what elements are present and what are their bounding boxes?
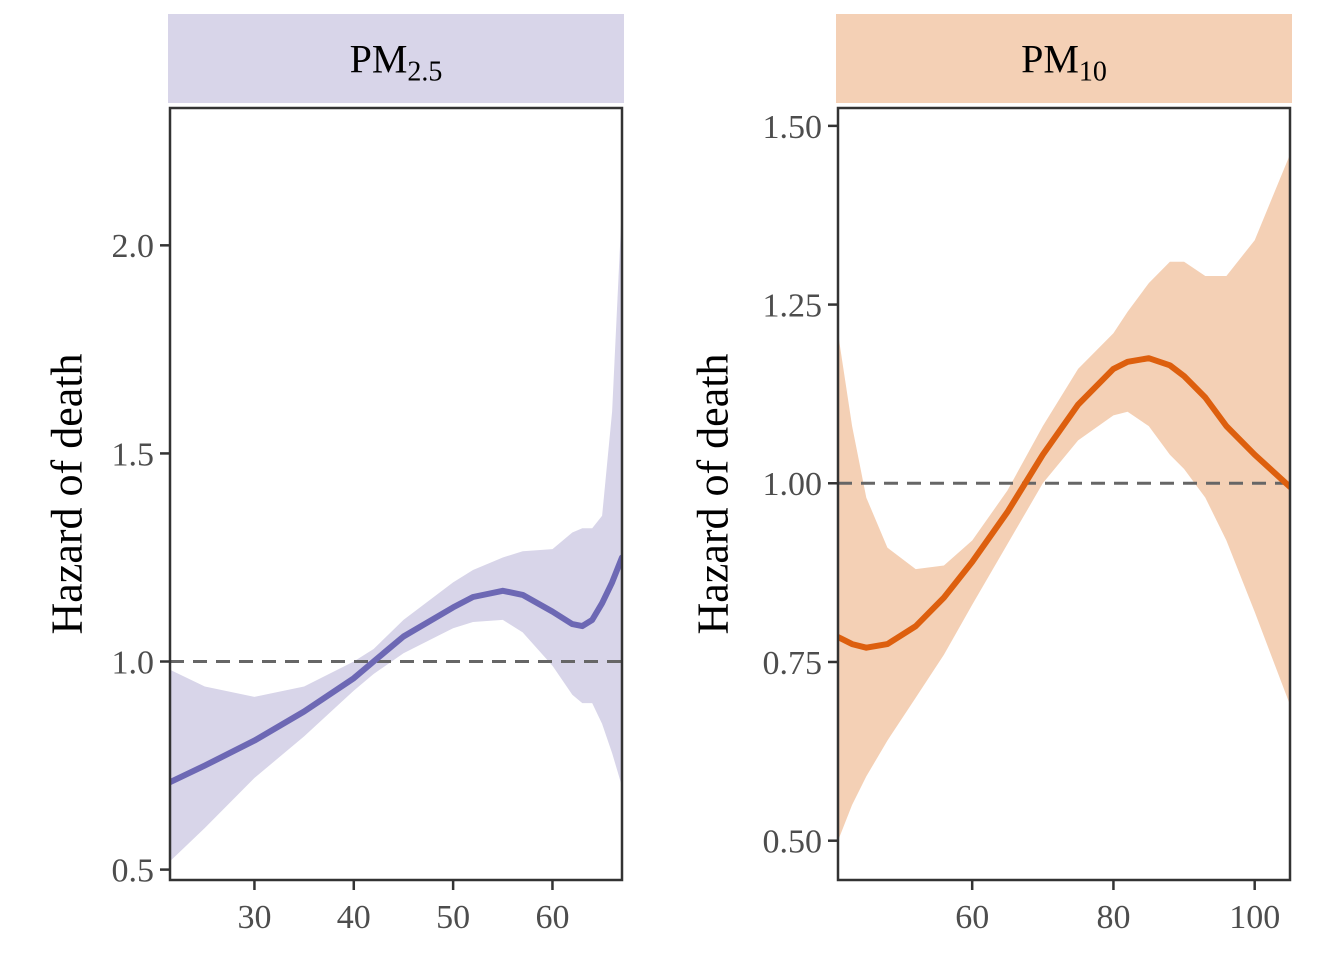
- panel-border: [168, 106, 624, 882]
- plot-area: [838, 154, 1290, 841]
- y-tick-label: 1.0: [112, 644, 155, 681]
- y-tick-label: 0.50: [763, 824, 823, 861]
- y-tick-label: 0.75: [763, 645, 823, 682]
- panel-pm25: PM2.5 Hazard of death 0.5 1.0 1.5 2.0 30 40 50…: [42, 14, 624, 936]
- x-tick-label: 100: [1229, 899, 1280, 936]
- y-axis-title: Hazard of death: [688, 354, 737, 635]
- x-tick-label: 50: [436, 899, 470, 936]
- panel-border: [836, 106, 1292, 882]
- x-tick-label: 30: [237, 899, 271, 936]
- plot-area: [170, 203, 622, 862]
- panel-strip: [168, 14, 624, 103]
- x-tick-label: 40: [337, 899, 371, 936]
- y-tick-label: 1.50: [763, 109, 823, 146]
- x-tick-label: 60: [955, 899, 989, 936]
- confidence-band: [838, 154, 1290, 841]
- y-tick-label: 1.25: [763, 287, 823, 324]
- hazard-line: [838, 355, 1290, 651]
- panel-title: PM2.5: [350, 37, 443, 88]
- y-tick-label: 1.00: [763, 466, 823, 503]
- hazard-line: [170, 554, 622, 786]
- x-tick-label: 80: [1096, 899, 1130, 936]
- y-tick-label: 2.0: [112, 228, 155, 265]
- y-axis-title: Hazard of death: [42, 354, 91, 635]
- x-tick-label: 60: [535, 899, 569, 936]
- y-tick-label: 1.5: [112, 436, 155, 473]
- panel-strip: [836, 14, 1292, 103]
- confidence-band: [170, 203, 622, 862]
- panel-title: PM10: [1021, 37, 1107, 88]
- y-tick-label: 0.5: [112, 852, 155, 889]
- panel-pm10: PM10 Hazard of death 0.50 0.75 1.00 1.25 1.5…: [688, 14, 1292, 936]
